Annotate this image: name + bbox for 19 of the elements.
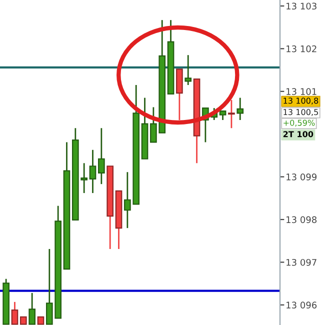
candlestick — [11, 301, 18, 325]
candlestick — [184, 54, 192, 86]
y-tick-label: 13 097 — [286, 258, 316, 266]
y-tick-label: 13 102 — [286, 45, 316, 52]
text: 13 100,5 — [284, 109, 318, 116]
y-tick-label: 13 096 — [286, 302, 317, 308]
candlestick — [228, 99, 235, 129]
y-tick-label: 13 099 — [286, 174, 317, 180]
candlestick — [28, 292, 36, 325]
y-tick-label: 13 103 — [286, 2, 316, 10]
candlestick — [236, 97, 244, 121]
y-tick-label: 13 101 — [286, 88, 316, 95]
text: 13 100,8 — [284, 98, 318, 105]
candlestick — [98, 127, 105, 185]
text: 2T 100 — [283, 131, 314, 138]
candlestick — [176, 68, 183, 121]
text: +0,59% — [284, 120, 315, 127]
candlestick — [89, 149, 96, 194]
y-tick-label: 13 098 — [286, 216, 317, 224]
